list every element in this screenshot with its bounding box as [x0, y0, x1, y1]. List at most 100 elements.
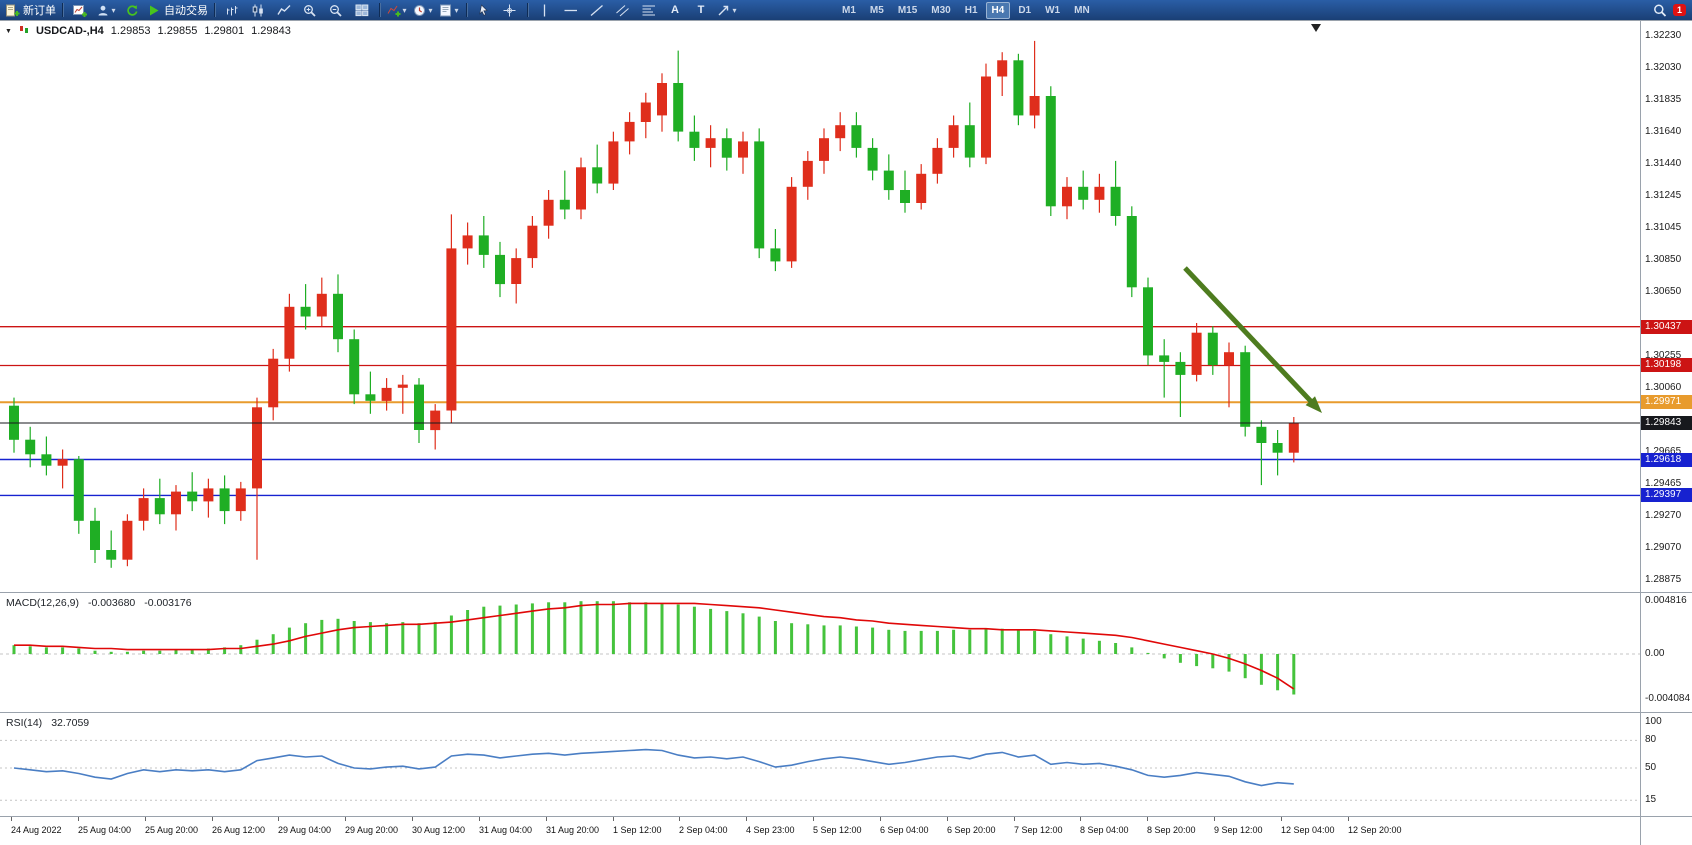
search-icon[interactable] — [1653, 4, 1667, 17]
price-axis-label: 1.32030 — [1645, 62, 1682, 73]
candle-bull — [738, 131, 748, 174]
time-axis-tick — [880, 817, 881, 821]
notification-badge[interactable]: 1 — [1672, 4, 1686, 16]
candle-bull — [511, 248, 522, 304]
close-value: 1.29843 — [251, 25, 291, 37]
zoom-out-button[interactable] — [323, 1, 349, 19]
candle-bear — [1045, 86, 1056, 216]
candle-bull — [1094, 173, 1105, 213]
price-axis-label: 1.31045 — [1645, 222, 1682, 233]
timeframe-h1[interactable]: H1 — [964, 4, 978, 16]
toolbar-separator — [527, 3, 528, 17]
vertical-line-button[interactable] — [532, 1, 558, 19]
refresh-button[interactable] — [119, 1, 145, 19]
timeframe-w1[interactable]: W1 — [1045, 4, 1061, 16]
indicators-button[interactable]: ▾ — [384, 1, 410, 19]
time-axis-label: 7 Sep 12:00 — [1014, 825, 1063, 835]
arrows-icon — [717, 4, 731, 17]
timeframe-m15[interactable]: M15 — [897, 4, 918, 16]
candle-bull — [171, 485, 181, 531]
time-axis-tick — [546, 817, 547, 821]
candle-bear — [900, 170, 910, 213]
panel-separator[interactable] — [0, 712, 1692, 713]
time-axis-tick — [412, 817, 413, 821]
macd-histogram — [12, 601, 1296, 695]
time-axis-label: 2 Sep 04:00 — [679, 825, 728, 835]
dropdown-caret-icon: ▾ — [454, 5, 459, 15]
price-axis-label: 1.30060 — [1645, 382, 1682, 393]
timeframe-m1[interactable]: M1 — [842, 4, 856, 16]
pivot-tag: 1.29971 — [1641, 395, 1692, 409]
time-axis-label: 31 Aug 20:00 — [546, 825, 600, 835]
cursor-button[interactable] — [471, 1, 497, 19]
timeframe-m5[interactable]: M5 — [869, 4, 884, 16]
time-axis-tick — [1281, 817, 1282, 821]
trendline-button[interactable] — [584, 1, 610, 19]
macd-label: MACD(12,26,9) -0.003680 -0.003176 — [6, 597, 192, 609]
panel-separator[interactable] — [0, 592, 1692, 593]
periods-button[interactable]: ▾ — [410, 1, 436, 19]
dropdown-caret-icon: ▾ — [402, 5, 407, 15]
time-axis-label: 8 Sep 04:00 — [1080, 825, 1129, 835]
new-order-button[interactable]: 新订单 — [4, 1, 58, 19]
time-axis-tick — [813, 817, 814, 821]
candle-bear — [559, 170, 570, 220]
trend-arrow[interactable] — [1183, 266, 1322, 413]
rsi-canvas[interactable] — [0, 713, 1640, 816]
price-axis-label: 1.31835 — [1645, 94, 1682, 105]
candle-bull — [786, 177, 797, 268]
price-axis[interactable]: 1.32230 1.32030 1.31835 1.31640 1.31440 1.312… — [1641, 20, 1692, 845]
price-axis-label: 1.29665 — [1645, 446, 1682, 457]
oneclick-collapse-icon[interactable]: ▼ — [5, 27, 12, 35]
price-axis-label: 1.31440 — [1645, 158, 1682, 169]
panel-separator — [0, 816, 1692, 817]
text-button[interactable]: A — [662, 1, 688, 19]
candle-bear — [1013, 53, 1024, 126]
timeframe-h4[interactable]: H4 — [985, 1, 1011, 19]
macd-axis-label: -0.004084 — [1645, 693, 1691, 704]
rsi-axis-label: 50 — [1645, 762, 1657, 773]
time-axis-label: 6 Sep 20:00 — [947, 825, 996, 835]
fibonacci-retracement-button[interactable] — [636, 1, 662, 19]
time-axis-label: 8 Sep 20:00 — [1147, 825, 1196, 835]
zoom-in-button[interactable] — [297, 1, 323, 19]
equidistant-channel-button[interactable] — [610, 1, 636, 19]
candle-bear — [592, 144, 603, 194]
timeframe-d1[interactable]: D1 — [1018, 4, 1032, 16]
templates-button[interactable]: ▾ — [436, 1, 462, 19]
toolbar-separator — [214, 3, 215, 17]
tile-windows-button[interactable] — [349, 1, 375, 19]
bars-mode-button[interactable] — [219, 1, 245, 19]
candle-bear — [495, 241, 505, 298]
candle-bear — [41, 436, 52, 476]
candle-bear — [9, 397, 19, 453]
candle-bull — [284, 293, 295, 372]
timeframe-mn[interactable]: MN — [1074, 4, 1090, 16]
zoom-out-icon — [329, 4, 343, 17]
new-chart-button[interactable] — [67, 1, 93, 19]
time-axis-tick — [613, 817, 614, 821]
price-chart-canvas[interactable] — [0, 21, 1640, 592]
macd-canvas[interactable] — [0, 593, 1640, 712]
macd-title: MACD(12,26,9) — [6, 597, 79, 609]
arrows-button[interactable]: ▾ — [714, 1, 740, 19]
timeframe-m30[interactable]: M30 — [931, 4, 951, 16]
time-axis-label: 12 Sep 20:00 — [1348, 825, 1402, 835]
auto-trading-button[interactable]: 自动交易 — [145, 1, 210, 19]
time-axis-label: 31 Aug 04:00 — [479, 825, 533, 835]
clock-icon — [413, 4, 427, 17]
line-mode-button[interactable] — [271, 1, 297, 19]
time-axis-label: 9 Sep 12:00 — [1214, 825, 1263, 835]
time-axis[interactable]: 24 Aug 2022 25 Aug 04:00 25 Aug 20:00 26 Au… — [0, 817, 1692, 845]
candle-bull — [527, 216, 538, 268]
text-label-button[interactable]: T — [688, 1, 714, 19]
candles-mode-button[interactable] — [245, 1, 271, 19]
new-chart-icon — [73, 4, 87, 17]
time-axis-tick — [1147, 817, 1148, 821]
candle-bear — [754, 128, 765, 259]
horizontal-line-button[interactable] — [558, 1, 584, 19]
toolbar-right-group: 1 — [1653, 4, 1688, 17]
profiles-button[interactable]: ▾ — [93, 1, 119, 19]
crosshair-button[interactable] — [497, 1, 523, 19]
candle-bull — [316, 277, 327, 327]
